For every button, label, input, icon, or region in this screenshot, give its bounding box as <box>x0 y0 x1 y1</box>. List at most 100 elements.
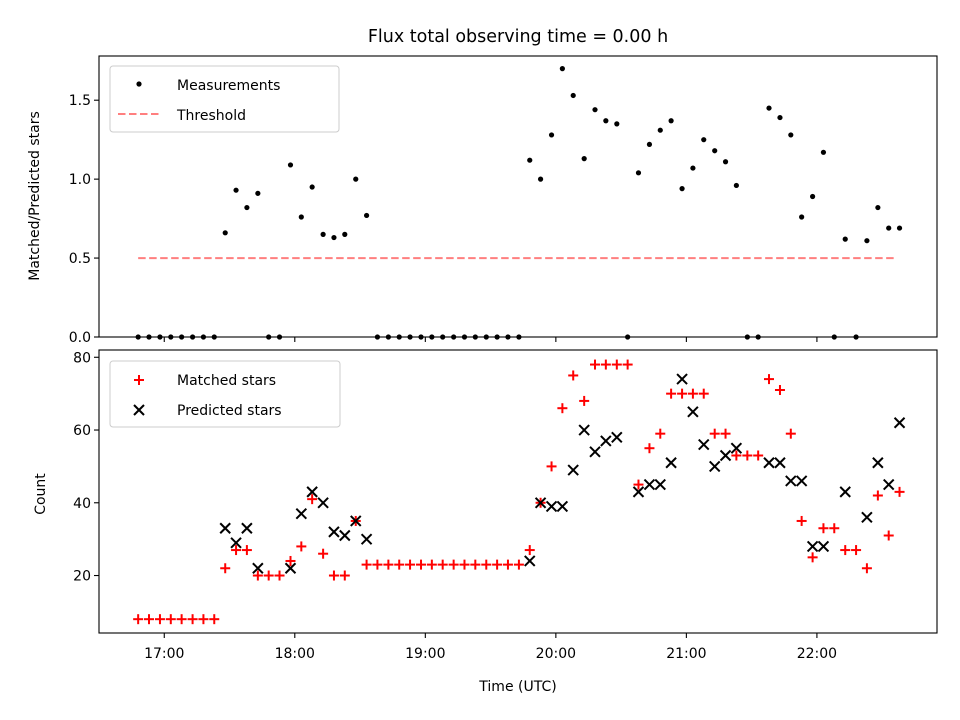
x-stroke-b <box>534 497 547 509</box>
matched-star-point <box>448 559 459 570</box>
matched-star-point <box>894 486 905 497</box>
measurement-point <box>331 234 337 241</box>
predicted-star-point <box>643 478 656 491</box>
bottom-y-axis-label: Count <box>33 473 49 515</box>
x-stroke-b <box>654 478 666 491</box>
predicted-star-point <box>578 424 590 436</box>
predicted-star-point <box>654 478 666 491</box>
matched-star-point <box>394 559 405 570</box>
predicted-star-point <box>763 457 775 469</box>
bottom-y-tick-label: 60 <box>73 423 91 439</box>
matched-star-point <box>764 374 775 385</box>
bottom-y-tick-label: 40 <box>73 496 91 512</box>
measurement-point <box>287 162 294 168</box>
measurement-point <box>363 212 370 219</box>
matched-star-point <box>633 479 644 490</box>
legend-predicted-label: Predicted stars <box>177 403 282 419</box>
x-stroke-b <box>709 460 721 473</box>
predicted-star-point <box>665 457 677 469</box>
matched-star-point <box>405 559 416 570</box>
measurement-point <box>810 193 816 200</box>
legend-measurements-label: Measurements <box>177 78 280 94</box>
matched-star-point <box>502 559 513 570</box>
matched-star-point <box>709 428 720 439</box>
matched-star-point <box>590 359 601 370</box>
predicted-star-point <box>893 417 906 429</box>
measurement-point <box>353 176 359 182</box>
x-tick-label: 22:00 <box>797 646 837 662</box>
predicted-star-point <box>524 555 536 567</box>
x-stroke-b <box>861 511 873 524</box>
predicted-star-point <box>317 497 329 509</box>
matched-star-point <box>655 428 666 439</box>
predicted-star-point <box>284 562 297 574</box>
matched-star-point <box>252 570 263 581</box>
predicted-star-point <box>241 522 253 534</box>
measurement-point <box>233 187 239 193</box>
matched-star-point <box>600 359 611 370</box>
x-stroke-b <box>893 417 906 429</box>
matched-star-point <box>687 388 698 399</box>
legend-threshold-label: Threshold <box>176 108 246 124</box>
matched-star-point <box>209 614 220 625</box>
x-stroke-b <box>328 526 340 538</box>
matched-star-point <box>546 461 557 472</box>
x-stroke-b <box>133 404 145 416</box>
matched-star-point <box>437 559 448 570</box>
measurement-point <box>309 184 315 190</box>
x-stroke-b <box>306 486 318 498</box>
matched-star-point <box>459 559 470 570</box>
x-stroke-b <box>795 475 808 487</box>
matched-star-point <box>807 552 818 563</box>
measurement-point <box>842 236 848 242</box>
matched-star-point <box>829 523 840 534</box>
x-stroke-b <box>719 449 732 462</box>
x-stroke-b <box>785 475 797 487</box>
measurement-point <box>712 148 718 154</box>
x-stroke-b <box>600 435 612 447</box>
matched-star-point <box>742 450 753 461</box>
chart-title: Flux total observing time = 0.00 h <box>368 27 668 47</box>
x-stroke-b <box>556 500 569 513</box>
matched-star-point <box>851 545 862 556</box>
matched-star-point <box>698 388 709 399</box>
x-stroke-b <box>284 562 297 574</box>
x-stroke-b <box>763 457 775 469</box>
matched-star-point <box>796 515 807 526</box>
x-stroke-b <box>643 478 656 491</box>
measurement-point <box>581 156 587 162</box>
x-stroke-b <box>872 457 884 469</box>
x-stroke-b <box>665 457 677 469</box>
measurement-point <box>537 176 544 182</box>
matched-star-point <box>818 523 829 534</box>
x-stroke-b <box>241 522 253 534</box>
predicted-star-point <box>719 449 732 462</box>
predicted-star-point <box>774 457 786 469</box>
matched-star-point <box>492 559 503 570</box>
matched-star-point <box>176 614 187 625</box>
legend-predicted-marker <box>133 404 145 416</box>
top-y-tick-label: 1.5 <box>69 93 91 109</box>
predicted-star-point <box>545 500 558 513</box>
matched-star-point <box>611 359 622 370</box>
top-legend: Measurements Threshold <box>109 65 340 133</box>
measurement-point <box>766 105 772 111</box>
legend-measurement-marker <box>136 81 142 87</box>
measurement-point <box>342 231 348 237</box>
x-stroke-b <box>806 540 819 553</box>
top-y-tick-label: 0.0 <box>69 330 91 346</box>
predicted-star-point <box>295 507 308 520</box>
predicted-star-point <box>632 486 645 498</box>
x-tick-label: 21:00 <box>666 646 706 662</box>
matched-star-point <box>318 548 329 559</box>
measurement-point <box>701 137 707 143</box>
measurement-point <box>722 159 729 165</box>
matched-star-point <box>231 545 242 556</box>
x-stroke-b <box>524 555 536 567</box>
predicted-star-point <box>219 522 231 534</box>
measurement-point <box>777 114 783 121</box>
x-stroke-b <box>252 562 264 574</box>
measurement-point <box>592 107 598 113</box>
x-stroke-b <box>676 373 688 385</box>
matched-star-point <box>883 530 894 541</box>
